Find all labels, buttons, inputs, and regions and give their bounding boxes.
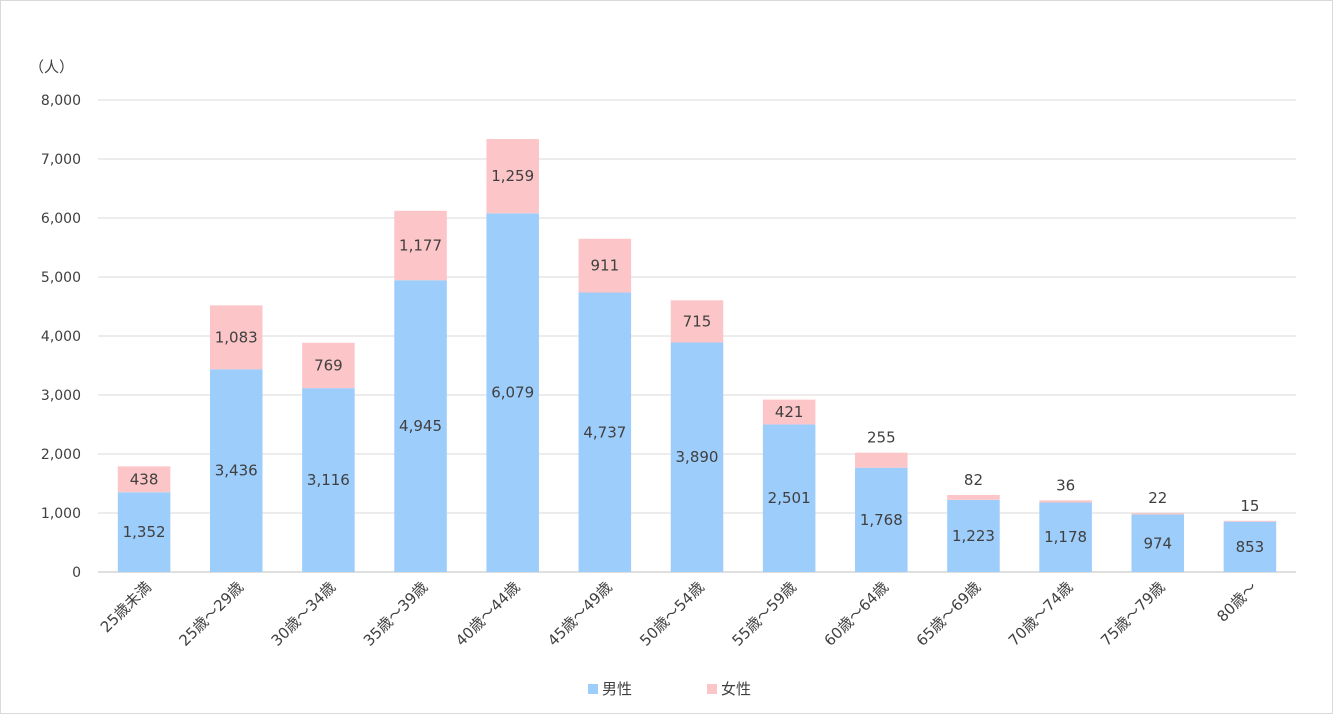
x-tick-label: 60歳～64歳: [821, 578, 893, 650]
x-tick-label: 25歳未満: [97, 578, 155, 636]
y-tick-label: 6,000: [41, 211, 81, 227]
legend-swatch: [707, 684, 717, 694]
data-label: 6,079: [491, 384, 534, 402]
data-label: 15: [1240, 497, 1259, 515]
bar-segment-female: [762, 399, 816, 425]
x-tick-label: 55歳～59歳: [728, 578, 800, 650]
bar-segment-female: [117, 466, 171, 493]
bar-segment-male: [947, 499, 1000, 572]
x-tick-label: 30歳～34歳: [268, 578, 340, 650]
data-label: 421: [775, 403, 804, 421]
bar-segment-female: [578, 238, 632, 293]
bar-segment-male: [117, 492, 171, 572]
bar-segment-female: [1223, 520, 1277, 522]
bar-segment-male: [1223, 521, 1277, 572]
bar-segment-female: [1039, 500, 1092, 503]
x-tick-label: 45歳～49歳: [544, 578, 616, 650]
bar-segment-female: [947, 495, 1000, 500]
bar-segment-female: [302, 342, 355, 389]
y-tick-label: 4,000: [41, 329, 81, 345]
data-label: 1,223: [952, 527, 995, 545]
data-label: 2,501: [768, 489, 811, 507]
x-tick-label: 75歳～79歳: [1097, 578, 1169, 650]
data-label: 715: [683, 312, 712, 330]
bar-segment-male: [578, 292, 632, 572]
y-tick-label: 2,000: [41, 447, 81, 463]
x-tick-label: 40歳～44歳: [452, 578, 524, 650]
bar-segment-male: [209, 369, 263, 572]
data-label: 911: [591, 257, 620, 275]
bar-segment-male: [1039, 502, 1092, 572]
bar-segment-female: [1131, 513, 1185, 515]
data-label: 1,083: [215, 328, 258, 346]
data-label: 22: [1148, 489, 1167, 507]
x-tick-label: 80歳～: [1213, 578, 1260, 625]
bar-segment-male: [486, 213, 539, 573]
data-label: 3,890: [676, 448, 719, 466]
bar-segment-male: [855, 467, 908, 572]
data-label: 1,352: [123, 523, 166, 541]
data-label: 1,768: [860, 511, 903, 529]
data-label: 3,116: [307, 471, 350, 489]
x-tick-label: 35歳～39歳: [360, 578, 432, 650]
y-unit-label: （人）: [29, 58, 74, 76]
data-label: 853: [1236, 538, 1265, 556]
data-label: 36: [1056, 476, 1075, 494]
x-tick-label: 50歳～54歳: [636, 578, 708, 650]
y-tick-label: 7,000: [41, 152, 81, 168]
legend-label: 女性: [721, 680, 751, 698]
bar-segment-female: [394, 210, 447, 281]
y-tick-label: 5,000: [41, 270, 81, 286]
y-tick-label: 3,000: [41, 388, 81, 404]
y-tick-label: 1,000: [41, 506, 81, 522]
bar-segment-female: [670, 300, 724, 343]
data-label: 974: [1143, 534, 1172, 552]
data-label: 769: [314, 356, 343, 374]
data-label: 255: [867, 429, 896, 447]
x-tick-label: 65歳～69歳: [913, 578, 985, 650]
data-label: 3,436: [215, 462, 258, 480]
x-tick-label: 70歳～74歳: [1005, 578, 1077, 650]
data-label: 4,945: [399, 417, 442, 435]
legend-label: 男性: [602, 680, 632, 698]
bar-segment-male: [302, 388, 355, 572]
data-label: 1,177: [399, 237, 442, 255]
data-label: 82: [964, 471, 983, 489]
y-tick-label: 0: [72, 565, 81, 581]
legend-swatch: [588, 684, 598, 694]
bar-segment-male: [762, 424, 816, 572]
bar-segment-female: [855, 452, 908, 468]
bar-segment-female: [209, 305, 263, 370]
bar-segment-female: [486, 139, 539, 214]
data-label: 438: [130, 470, 159, 488]
data-label: 4,737: [583, 423, 626, 441]
data-label: 1,178: [1044, 528, 1087, 546]
bar-segment-male: [394, 280, 447, 572]
y-tick-label: 8,000: [41, 93, 81, 109]
data-label: 1,259: [491, 167, 534, 185]
bar-segment-male: [1131, 514, 1185, 572]
bar-segment-male: [670, 342, 724, 572]
x-tick-label: 25歳～29歳: [176, 578, 248, 650]
